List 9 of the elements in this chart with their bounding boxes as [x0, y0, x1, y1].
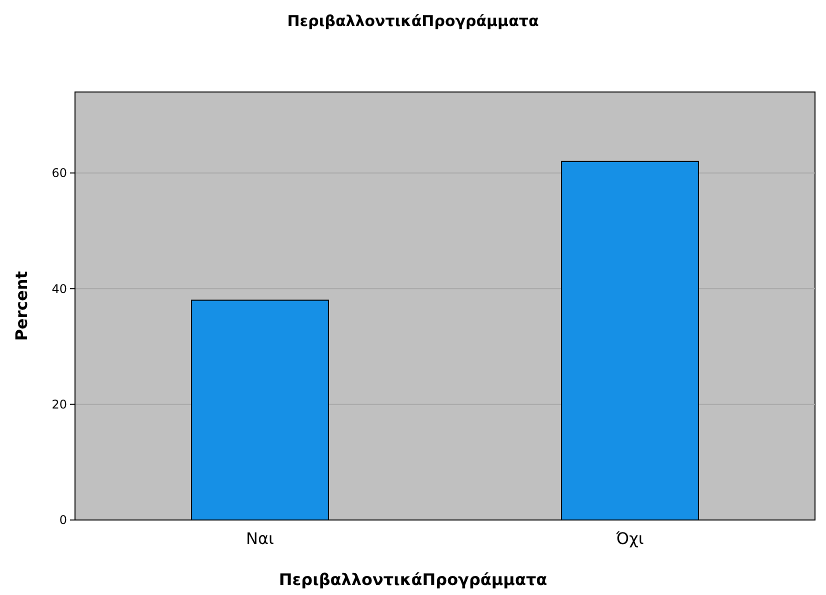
- y-tick-label: 40: [52, 282, 67, 296]
- y-axis-title: Percent: [12, 270, 31, 341]
- chart-title: ΠεριβαλλοντικάΠρογράμματα: [287, 12, 539, 30]
- y-tick-label: 20: [52, 398, 67, 412]
- x-tick-label: Όχι: [615, 529, 644, 548]
- x-axis-title: ΠεριβαλλοντικάΠρογράμματα: [278, 570, 548, 589]
- y-tick-label: 60: [52, 166, 67, 180]
- x-tick-label: Ναι: [246, 529, 274, 548]
- y-tick-label: 0: [59, 513, 67, 528]
